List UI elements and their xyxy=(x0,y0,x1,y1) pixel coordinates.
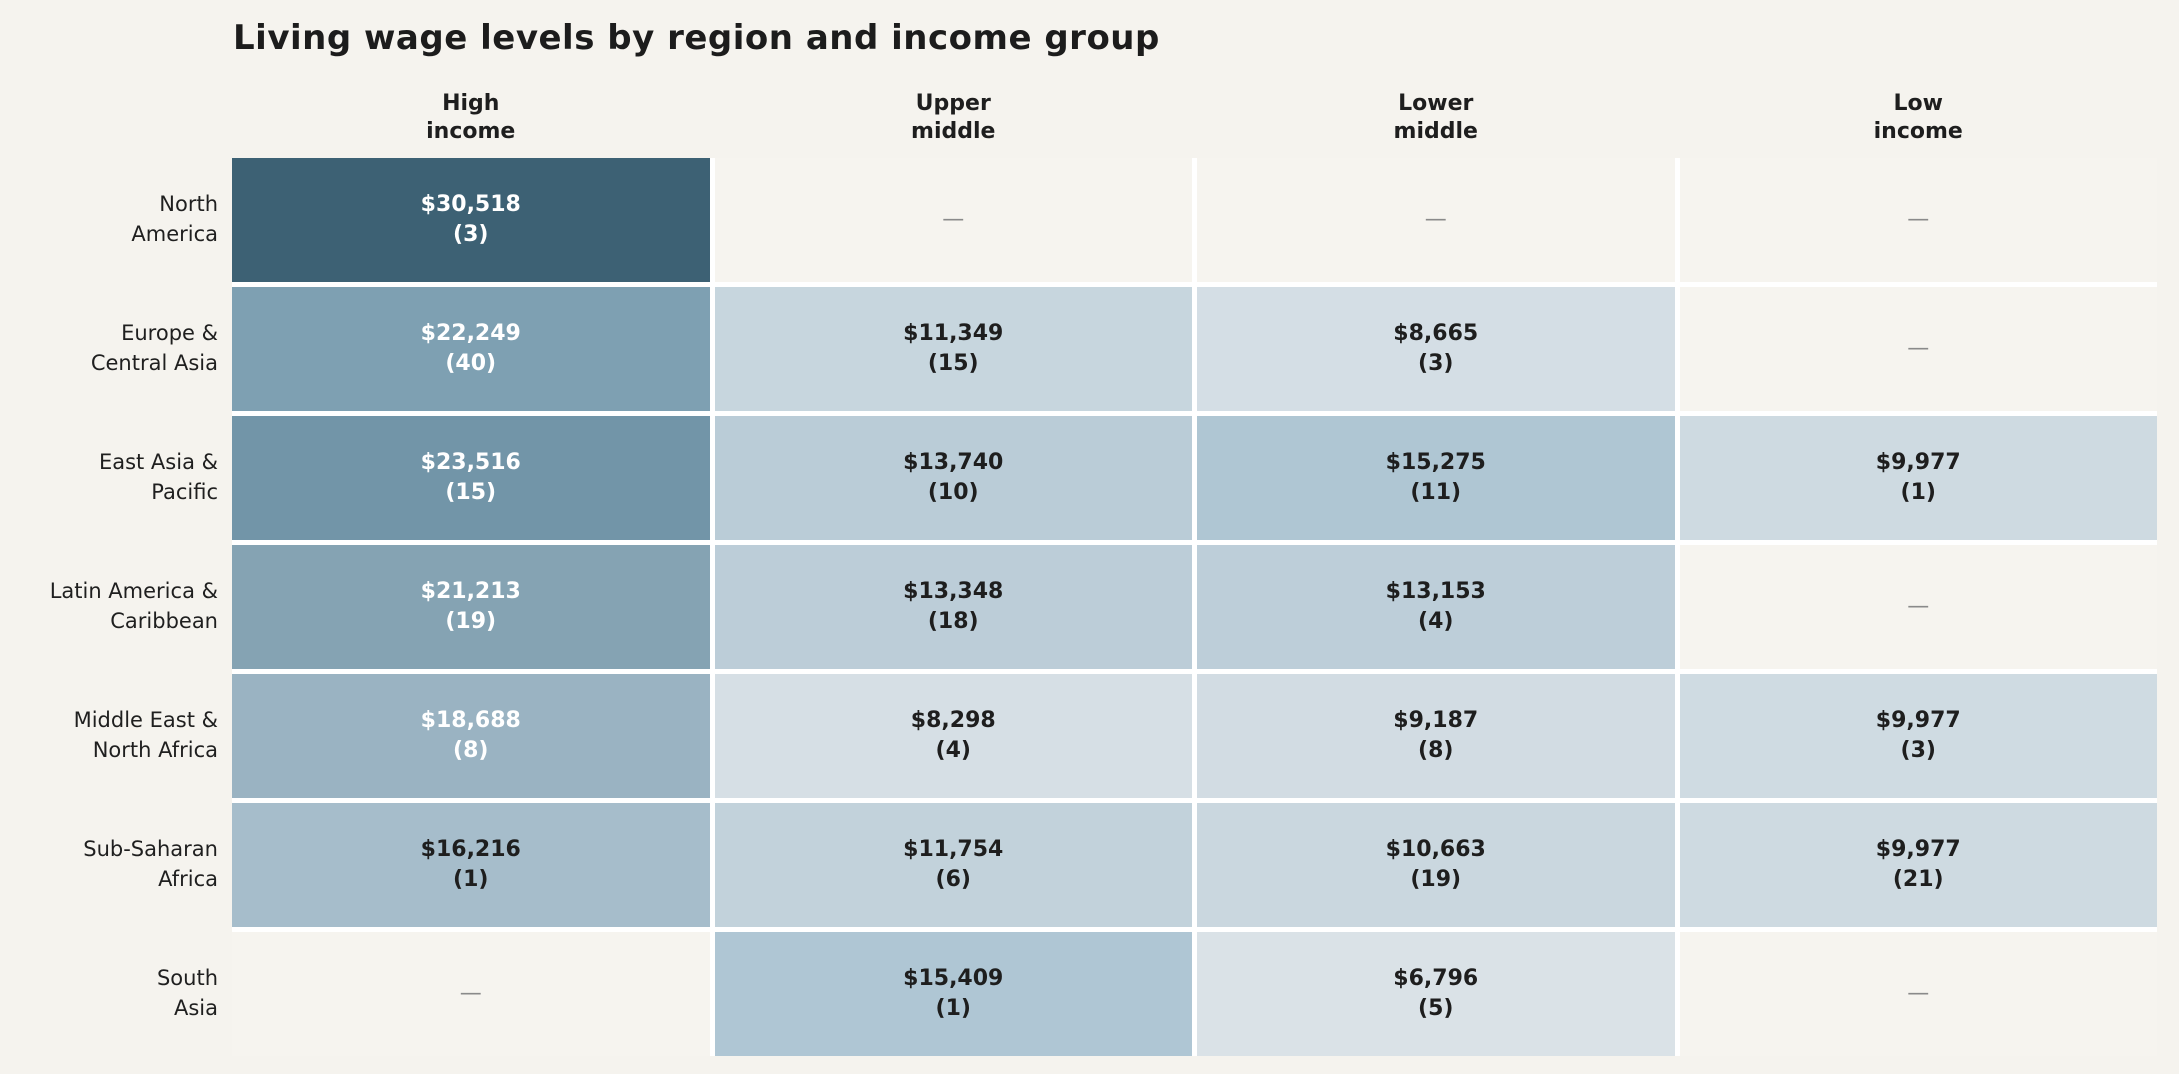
cell-empty-dash: — xyxy=(942,207,965,233)
cell-wage-value: $18,688 xyxy=(420,708,521,734)
cell-sample-count: (1) xyxy=(1900,479,1936,505)
column-headers: High income Upper middle Lower middle Lo… xyxy=(232,90,2157,146)
row-label-east-asia-pacific: East Asia & Pacific xyxy=(98,450,218,504)
heatmap-cell: $13,153 (4) xyxy=(1197,544,1675,669)
row-label-north-america: North America xyxy=(131,192,218,246)
heatmap-cell: $22,249 (40) xyxy=(232,286,710,411)
cell-empty-dash: — xyxy=(1424,207,1447,233)
cell-sample-count: (1) xyxy=(935,995,971,1021)
cell-wage-value: $8,665 xyxy=(1393,321,1479,347)
heatmap-cell-empty: — xyxy=(1679,286,2157,411)
heatmap-grid-wrap: North America Europe & Central Asia East… xyxy=(50,157,2157,1056)
heatmap-cell: $18,688 (8) xyxy=(232,673,710,798)
heatmap-cell-empty: — xyxy=(232,931,710,1056)
cell-sample-count: (5) xyxy=(1418,995,1454,1021)
row-label-south-asia: South Asia xyxy=(156,966,218,1020)
cell-sample-count: (18) xyxy=(927,608,979,634)
cell-empty-dash: — xyxy=(459,981,482,1007)
cell-empty-dash: — xyxy=(1907,207,1930,233)
cell-sample-count: (11) xyxy=(1410,479,1462,505)
cell-wage-value: $13,348 xyxy=(903,579,1004,605)
cell-wage-value: $11,349 xyxy=(903,321,1004,347)
cell-wage-value: $10,663 xyxy=(1385,837,1486,863)
cell-empty-dash: — xyxy=(1907,336,1930,362)
cell-sample-count: (3) xyxy=(1900,737,1936,763)
cell-wage-value: $16,216 xyxy=(420,837,521,863)
cell-wage-value: $11,754 xyxy=(903,837,1004,863)
heatmap-table: High income Upper middle Lower middle Lo… xyxy=(50,90,2157,1056)
column-header-upper-middle: Upper middle xyxy=(911,91,996,144)
row-label-middle-east: Middle East & North Africa xyxy=(73,708,218,762)
heatmap-cell: $8,665 (3) xyxy=(1197,286,1675,411)
cell-wage-value: $21,213 xyxy=(420,579,521,605)
cell-sample-count: (19) xyxy=(1410,866,1462,892)
column-header-lower-middle: Lower middle xyxy=(1393,91,1478,144)
cell-empty-dash: — xyxy=(1907,594,1930,620)
cell-wage-value: $13,153 xyxy=(1385,579,1486,605)
cell-sample-count: (4) xyxy=(1418,608,1454,634)
cell-wage-value: $9,977 xyxy=(1875,837,1961,863)
cell-empty-dash: — xyxy=(1907,981,1930,1007)
row-labels: North America Europe & Central Asia East… xyxy=(0,158,218,1056)
cell-sample-count: (15) xyxy=(927,350,979,376)
cell-sample-count: (6) xyxy=(935,866,971,892)
heatmap-cell-empty: — xyxy=(1679,544,2157,669)
heatmap-cell-empty: — xyxy=(1197,157,1675,282)
cell-sample-count: (8) xyxy=(453,737,489,763)
heatmap-cell: $13,740 (10) xyxy=(714,415,1192,540)
heatmap-grid: $30,518 (3) — — — $22,249 (40) $11,349 xyxy=(232,157,2157,1056)
cell-wage-value: $22,249 xyxy=(420,321,521,347)
heatmap-cell: $11,349 (15) xyxy=(714,286,1192,411)
heatmap-cell: $9,977 (21) xyxy=(1679,802,2157,927)
heatmap-cell: $10,663 (19) xyxy=(1197,802,1675,927)
heatmap-cell: $15,409 (1) xyxy=(714,931,1192,1056)
cell-wage-value: $9,977 xyxy=(1875,708,1961,734)
cell-sample-count: (3) xyxy=(1418,350,1454,376)
row-label-europe-central-asia: Europe & Central Asia xyxy=(90,321,218,375)
heatmap-cell: $8,298 (4) xyxy=(714,673,1192,798)
heatmap-cell: $11,754 (6) xyxy=(714,802,1192,927)
page-title: Living wage levels by region and income … xyxy=(233,18,1160,58)
cell-wage-value: $13,740 xyxy=(903,450,1004,476)
column-header-high-income: High income xyxy=(426,91,516,144)
cell-wage-value: $23,516 xyxy=(420,450,521,476)
heatmap-cell: $9,977 (1) xyxy=(1679,415,2157,540)
cell-wage-value: $15,409 xyxy=(903,966,1004,992)
heatmap-cell: $30,518 (3) xyxy=(232,157,710,282)
cell-wage-value: $15,275 xyxy=(1385,450,1486,476)
cell-sample-count: (21) xyxy=(1892,866,1944,892)
heatmap-cell: $21,213 (19) xyxy=(232,544,710,669)
cell-wage-value: $8,298 xyxy=(910,708,996,734)
cell-sample-count: (19) xyxy=(445,608,497,634)
heatmap-cell: $23,516 (15) xyxy=(232,415,710,540)
cell-wage-value: $9,187 xyxy=(1393,708,1479,734)
heatmap-cell-empty: — xyxy=(714,157,1192,282)
cell-sample-count: (40) xyxy=(445,350,497,376)
heatmap-cell-empty: — xyxy=(1679,931,2157,1056)
heatmap-cell: $9,977 (3) xyxy=(1679,673,2157,798)
cell-sample-count: (3) xyxy=(453,221,489,247)
column-header-low-income: Low income xyxy=(1873,91,1963,144)
cell-wage-value: $30,518 xyxy=(420,192,521,218)
heatmap-cell: $16,216 (1) xyxy=(232,802,710,927)
row-label-sub-saharan-africa: Sub-Saharan Africa xyxy=(83,837,218,891)
heatmap-cell: $13,348 (18) xyxy=(714,544,1192,669)
heatmap-cell: $9,187 (8) xyxy=(1197,673,1675,798)
cell-sample-count: (15) xyxy=(445,479,497,505)
cell-sample-count: (10) xyxy=(927,479,979,505)
heatmap-cell: $15,275 (11) xyxy=(1197,415,1675,540)
cell-sample-count: (4) xyxy=(935,737,971,763)
cell-sample-count: (1) xyxy=(453,866,489,892)
heatmap-cell-empty: — xyxy=(1679,157,2157,282)
cell-wage-value: $6,796 xyxy=(1393,966,1479,992)
cell-wage-value: $9,977 xyxy=(1875,450,1961,476)
heatmap-cell: $6,796 (5) xyxy=(1197,931,1675,1056)
cell-sample-count: (8) xyxy=(1418,737,1454,763)
row-label-latin-america: Latin America & Caribbean xyxy=(49,579,218,633)
